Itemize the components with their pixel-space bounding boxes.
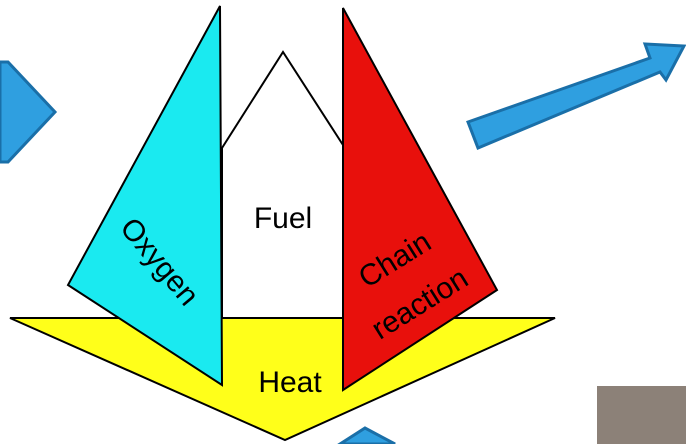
gray-box xyxy=(597,386,686,444)
arrow-left xyxy=(0,60,58,164)
arrow-top-right xyxy=(466,42,686,150)
chain-reaction-face xyxy=(342,7,499,392)
fuel-label: Fuel xyxy=(254,202,312,235)
arrow-bottom xyxy=(337,426,396,444)
heat-label: Heat xyxy=(258,366,322,399)
oxygen-face xyxy=(66,5,224,387)
